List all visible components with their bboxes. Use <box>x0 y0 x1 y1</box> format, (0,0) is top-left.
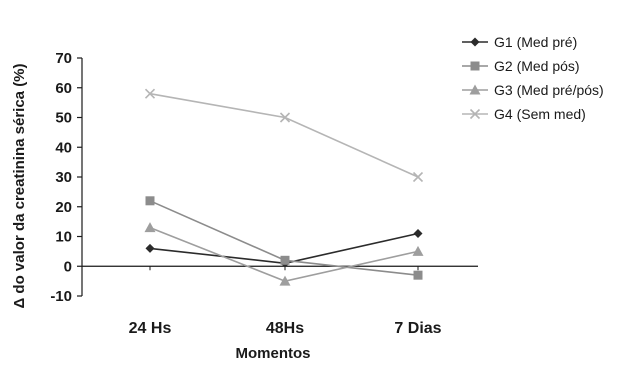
x-tick-label: 7 Dias <box>394 320 441 337</box>
data-point <box>145 196 155 206</box>
y-tick-label: 10 <box>55 229 72 246</box>
axes <box>77 57 478 297</box>
series-layer <box>144 88 424 286</box>
legend-item: G2 (Med pós) <box>462 58 580 74</box>
legend-label: G3 (Med pré/pós) <box>494 82 604 98</box>
y-tick-labels: -10 0 10 20 30 40 50 60 70 <box>50 50 72 305</box>
legend-label: G1 (Med pré) <box>494 34 577 50</box>
legend: G1 (Med pré) G2 (Med pós) G3 (Med pré/pós)… <box>462 34 604 122</box>
series-3 <box>144 222 424 286</box>
legend-item: G1 (Med pré) <box>462 34 577 50</box>
x-tick-label: 48Hs <box>266 320 304 337</box>
series-line <box>149 92 419 178</box>
data-point <box>279 112 291 123</box>
data-point <box>412 171 424 183</box>
legend-marker <box>469 108 481 120</box>
data-point <box>144 88 156 99</box>
x-tick-labels: 24 Hs 48Hs 7 Dias <box>129 320 442 337</box>
series-2 <box>145 196 423 280</box>
y-tick-label: 0 <box>64 258 72 275</box>
legend-item: G4 (Sem med) <box>462 106 586 122</box>
y-tick-label: 20 <box>55 199 72 216</box>
legend-marker <box>470 61 480 71</box>
x-tick-label: 24 Hs <box>129 320 172 337</box>
data-point <box>144 222 156 233</box>
y-tick-label: 50 <box>55 110 72 127</box>
y-tick-label: 60 <box>55 80 72 97</box>
data-point <box>279 275 291 286</box>
legend-marker <box>470 37 480 47</box>
y-axis-title: Δ do valor da creatinina sérica (%) <box>11 63 28 308</box>
series-line <box>149 226 419 282</box>
y-tick-label: -10 <box>50 288 72 305</box>
legend-item: G3 (Med pré/pós) <box>462 82 604 98</box>
data-point <box>145 243 155 253</box>
data-point <box>413 270 423 280</box>
x-axis-title: Momentos <box>236 345 311 362</box>
y-tick-label: 30 <box>55 169 72 186</box>
data-point <box>280 255 290 265</box>
legend-label: G4 (Sem med) <box>494 106 586 122</box>
series-4 <box>144 88 424 183</box>
legend-label: G2 (Med pós) <box>494 58 580 74</box>
y-tick-label: 70 <box>55 50 72 67</box>
data-point <box>412 245 424 256</box>
data-point <box>413 229 423 239</box>
y-tick-label: 40 <box>55 139 72 156</box>
legend-marker <box>469 84 481 95</box>
